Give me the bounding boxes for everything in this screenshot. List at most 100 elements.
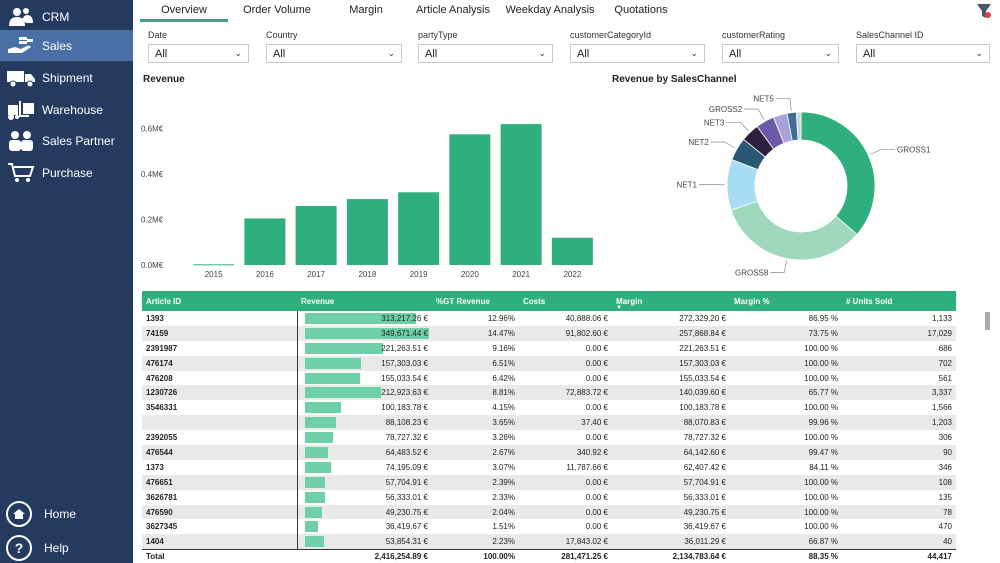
table-row[interactable]: 476174 157,303.03 €6.51% 0.00 €157,303.03 … [142, 355, 956, 371]
table-cell: 3626781 [146, 492, 178, 502]
column-header[interactable]: Margin ▼ [612, 291, 730, 311]
revenue-bar[interactable] [449, 134, 491, 265]
table-row[interactable]: 476544 64,483.52 € 2.67% 340.92 €64,142.60 … [142, 445, 956, 460]
table-row[interactable]: 1230726 212,923.63 € 8.81% 72,883.72 €140,0… [142, 385, 956, 401]
table-scrollbar[interactable] [983, 312, 991, 550]
table-row[interactable]: 1393 313,217.26 € 12.96% 40,888.06 € 272,329… [142, 311, 956, 326]
sidebar: CRM Sales Shipment Warehouse Sales Partn… [0, 0, 133, 563]
table-cell: 40 [842, 534, 956, 550]
sidebar-item-purchase[interactable]: Purchase [0, 157, 133, 188]
filter-dropdown[interactable]: All ⌄ [722, 44, 839, 63]
tab-article-analysis[interactable]: Article Analysis [416, 4, 490, 16]
crm-icon [3, 6, 39, 28]
tab-weekday-analysis[interactable]: Weekday Analysis [505, 4, 595, 16]
revenue-databar [305, 536, 325, 548]
table-cell: 221,263.51 € [297, 340, 432, 356]
donut-slice[interactable] [800, 111, 876, 236]
table-row[interactable]: 3626781 56,333.01 € 2.33% 0.00 € 56,333.01 €… [142, 489, 956, 505]
sidebar-item-crm[interactable]: CRM [0, 1, 133, 32]
column-header[interactable]: Costs [519, 291, 612, 311]
revenue-bar[interactable] [295, 205, 337, 265]
table-row[interactable]: 3627345 36,419.67 € 1.51% 0.00 € 36,419.67 €… [142, 519, 956, 535]
table-row[interactable]: 74159 349,671.44 € 14.47% 91,802.60 €257,86… [142, 325, 956, 341]
revenue-axis-line [297, 385, 298, 401]
sidebar-item-sales-partner[interactable]: Sales Partner [0, 125, 133, 156]
column-header[interactable]: Revenue [297, 291, 432, 311]
sidebar-item-sales[interactable]: Sales [0, 30, 133, 61]
column-header[interactable]: %GT Revenue [432, 291, 519, 311]
table-cell: 135 [938, 492, 952, 502]
table-cell: 108 [842, 474, 956, 490]
leader-line [710, 141, 736, 149]
filter-dropdown[interactable]: All ⌄ [148, 44, 249, 63]
table-cell: 1404 [142, 534, 297, 550]
revenue-bar[interactable] [551, 237, 593, 265]
revenue-axis-line [297, 415, 298, 431]
revenue-value: 155,033.54 € [381, 373, 428, 383]
table-cell: 306 [938, 433, 952, 443]
leader-line [726, 121, 749, 132]
tab-overview[interactable]: Overview [140, 0, 228, 22]
column-header[interactable]: Margin % [730, 291, 842, 311]
revenue-bar[interactable] [193, 264, 235, 266]
revenue-databar [305, 327, 429, 339]
tab-quotations[interactable]: Quotations [614, 4, 668, 16]
tab-margin[interactable]: Margin [349, 4, 383, 16]
table-row[interactable]: 476651 57,704.91 €2.39% 0.00 €57,704.91 €1… [142, 474, 956, 490]
table-header: Article ID Revenue %GT Revenue Costs Margin ▼… [142, 291, 956, 311]
filter-dropdown[interactable]: All ⌄ [570, 44, 705, 63]
slice-label: GROSS2 [709, 105, 743, 114]
revenue-value: 88,108.23 € [385, 418, 428, 428]
donut-slice[interactable] [795, 111, 802, 141]
table-cell: 1,203 [842, 415, 956, 431]
table-row[interactable]: 1404 53,854.31 € 2.23% 17,843.02 €36,011.29… [142, 534, 956, 550]
home-button[interactable]: Home [0, 499, 133, 529]
table-row[interactable]: 2392055 78,727.32 € 3.26% 0.00 € 78,727.32 €… [142, 430, 956, 446]
table-cell: 64,483.52 € [297, 445, 432, 460]
table-cell: 73.75 % [730, 325, 842, 341]
table-row[interactable]: 476208 155,033.54 € 6.42% 0.00 € 155,033.54 … [142, 370, 956, 386]
help-icon: ? [6, 535, 32, 561]
table-cell: 53,854.31 € [297, 534, 432, 550]
revenue-databar [305, 372, 360, 384]
chevron-down-icon: ⌄ [234, 48, 242, 58]
sidebar-item-label: Shipment [42, 70, 93, 85]
filter-dropdown[interactable]: All ⌄ [266, 44, 402, 63]
table-row[interactable]: 1373 74,195.09 € 3.07% 11,787.66 € 62,407.42… [142, 459, 956, 475]
table-row[interactable]: 88,108.23 € 3.65% 37.40 €88,070.83 €99.96 … [142, 415, 956, 431]
table-cell: 3,337 [842, 385, 956, 401]
revenue-bar[interactable] [244, 218, 286, 265]
sidebar-item-shipment[interactable]: Shipment [0, 62, 133, 93]
revenue-value: 157,303.03 € [381, 358, 428, 368]
filter-partytype: partyType All ⌄ [418, 30, 553, 63]
filter-dropdown[interactable]: All ⌄ [856, 44, 990, 63]
total-cell: 88.35 % [730, 548, 842, 563]
table-cell: 56,333.01 € [683, 492, 726, 502]
filter-dropdown[interactable]: All ⌄ [418, 44, 553, 63]
revenue-bar[interactable] [500, 124, 542, 265]
table-cell: 100.00 % [730, 504, 842, 520]
table-cell: 561 [938, 373, 952, 383]
table-cell: 0.00 € [519, 355, 612, 371]
table-cell: 99.96 % [730, 415, 842, 431]
filter-icon[interactable] [976, 3, 992, 19]
table-cell: 57,704.91 € [297, 474, 432, 490]
help-button[interactable]: ? Help [0, 533, 133, 563]
column-header[interactable]: Article ID [142, 291, 297, 311]
table-row[interactable]: 3546331 100,183.78 € 4.15% 0.00 € 100,183.78… [142, 400, 956, 416]
tab-order-volume[interactable]: Order Volume [243, 4, 311, 16]
table-cell: 3.26% [492, 433, 515, 443]
table-cell: 100.00 % [804, 522, 838, 532]
column-header[interactable]: # Units Sold [842, 291, 956, 311]
revenue-bar[interactable] [346, 199, 388, 265]
revenue-value: 53,854.31 € [385, 537, 428, 547]
filter-saleschannel: SalesChannel ID All ⌄ [856, 30, 990, 63]
table-row[interactable]: 2391987 221,263.51 € 9.16% 0.00 € 221,263.51… [142, 340, 956, 356]
donut-slice[interactable] [730, 200, 858, 261]
table-cell: 340.92 € [519, 445, 612, 460]
scrollbar-thumb[interactable] [985, 312, 990, 330]
revenue-bar[interactable] [398, 192, 440, 265]
sidebar-item-warehouse[interactable]: Warehouse [0, 94, 133, 125]
table-row[interactable]: 476590 49,230.75 €2.04% 0.00 €49,230.75 €1… [142, 504, 956, 520]
table-cell: 476208 [146, 373, 173, 383]
